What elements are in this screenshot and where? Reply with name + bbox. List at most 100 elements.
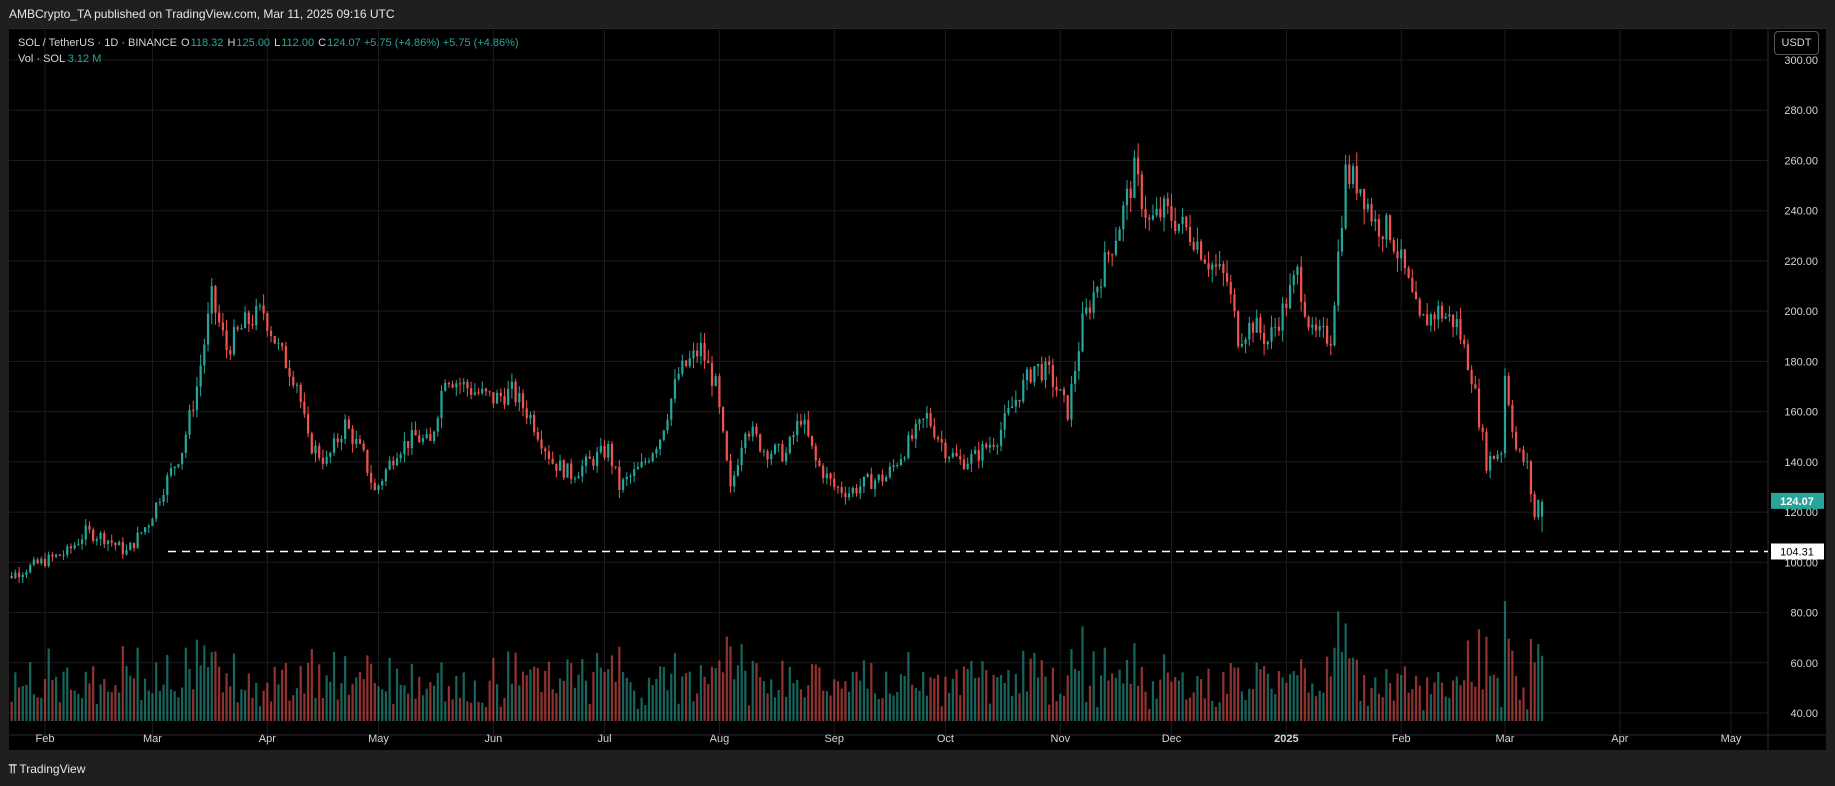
published-note: AMBCrypto_TA published on TradingView.co… [9, 7, 395, 21]
volume-bar [21, 686, 24, 721]
volume-bar [1092, 651, 1095, 721]
volume-bar [1281, 677, 1284, 721]
candle-body [114, 542, 117, 546]
candle-body [977, 450, 980, 461]
volume-bar [1129, 683, 1132, 721]
tradingview-brand[interactable]: ⫪ TradingView [9, 761, 85, 777]
volume-bar [1096, 707, 1099, 721]
candle-body [103, 532, 106, 545]
candle-body [481, 388, 484, 394]
candle-body [1088, 307, 1092, 313]
candle-body [1314, 324, 1318, 331]
candle-body [773, 445, 777, 454]
volume-bar [1233, 667, 1236, 721]
volume-bar [106, 691, 110, 721]
candle-body [514, 381, 517, 403]
candle-body [1107, 252, 1110, 255]
candle-body [373, 482, 376, 491]
volume-bar [847, 691, 851, 721]
volume-bar [1500, 707, 1503, 721]
candle-body [814, 445, 817, 461]
volume-bar [729, 646, 732, 721]
symbol-title[interactable]: SOL / TetherUS · 1D · BINANCE [18, 37, 177, 49]
volume-bar [470, 702, 473, 721]
volume-bar [1003, 682, 1006, 721]
volume-bar [877, 698, 880, 721]
candle-body [925, 413, 929, 419]
candle-body [1118, 229, 1121, 241]
volume-bar [421, 695, 425, 721]
candle-body [736, 465, 740, 476]
volume-bar [959, 695, 962, 721]
volume-bar [318, 664, 321, 721]
candle-body [40, 558, 43, 564]
volume-bar [221, 692, 224, 721]
candle-body [1322, 325, 1325, 327]
candle-body [1144, 209, 1147, 218]
candle-body [829, 473, 832, 479]
volume-bar [214, 651, 217, 721]
volume-bar [1463, 680, 1466, 721]
volume-bar [981, 661, 984, 721]
candle-body [1096, 287, 1099, 293]
volume-bar [303, 693, 306, 721]
volume-bar [1200, 679, 1203, 721]
volume-bar [125, 665, 128, 721]
candle-body [677, 373, 680, 380]
volume-bar [551, 689, 554, 721]
candle-body [251, 323, 254, 326]
volume-bar [1348, 658, 1351, 721]
candle-body [1511, 404, 1514, 432]
volume-bar [1029, 658, 1032, 721]
candle-body [66, 546, 69, 555]
volume-bar [284, 663, 287, 721]
currency-button[interactable]: USDT [1774, 31, 1819, 55]
candle-body [525, 408, 528, 419]
volume-label[interactable]: Vol · SOL [18, 53, 65, 65]
volume-bar [777, 689, 780, 721]
candle-body [570, 463, 573, 480]
candle-body [703, 342, 706, 361]
volume-bar [206, 667, 210, 721]
candle-body [799, 420, 803, 425]
candle-body [614, 466, 617, 468]
candle-body [1325, 325, 1329, 344]
candle-body [273, 336, 276, 344]
volume-bar [110, 692, 113, 721]
y-tick-label: 80.00 [1790, 608, 1818, 620]
chart-frame[interactable] [9, 28, 1826, 751]
candle-body [1070, 383, 1073, 420]
candle-body [536, 432, 539, 440]
candle-body [325, 456, 328, 464]
volume-bar [447, 685, 451, 721]
volume-bar [584, 680, 588, 721]
candle-body [99, 532, 102, 540]
volume-bar [295, 688, 299, 721]
candle-body [859, 486, 862, 494]
candle-body [599, 445, 602, 453]
volume-bar [518, 685, 521, 721]
candle-body [744, 433, 747, 448]
y-tick-label: 120.00 [1784, 507, 1818, 519]
candle-body [914, 423, 917, 439]
candle-body [451, 384, 454, 388]
candle-body [1463, 339, 1466, 345]
candle-body [1222, 264, 1225, 273]
candle-body [1474, 384, 1477, 389]
candle-body [1207, 263, 1210, 270]
y-tick-label: 240.00 [1784, 206, 1818, 218]
volume-bar [948, 692, 951, 721]
candle-body [155, 502, 158, 519]
candle-body [1466, 344, 1470, 371]
candle-body [395, 458, 399, 466]
candle-body [447, 382, 451, 385]
y-tick-label: 200.00 [1784, 306, 1818, 318]
volume-bar [603, 671, 606, 721]
candle-body [147, 526, 150, 528]
volume-bar [733, 679, 736, 721]
y-tick-label: 180.00 [1784, 356, 1818, 368]
candle-body [948, 456, 951, 459]
candle-body [414, 429, 417, 436]
volume-bar [17, 687, 21, 721]
